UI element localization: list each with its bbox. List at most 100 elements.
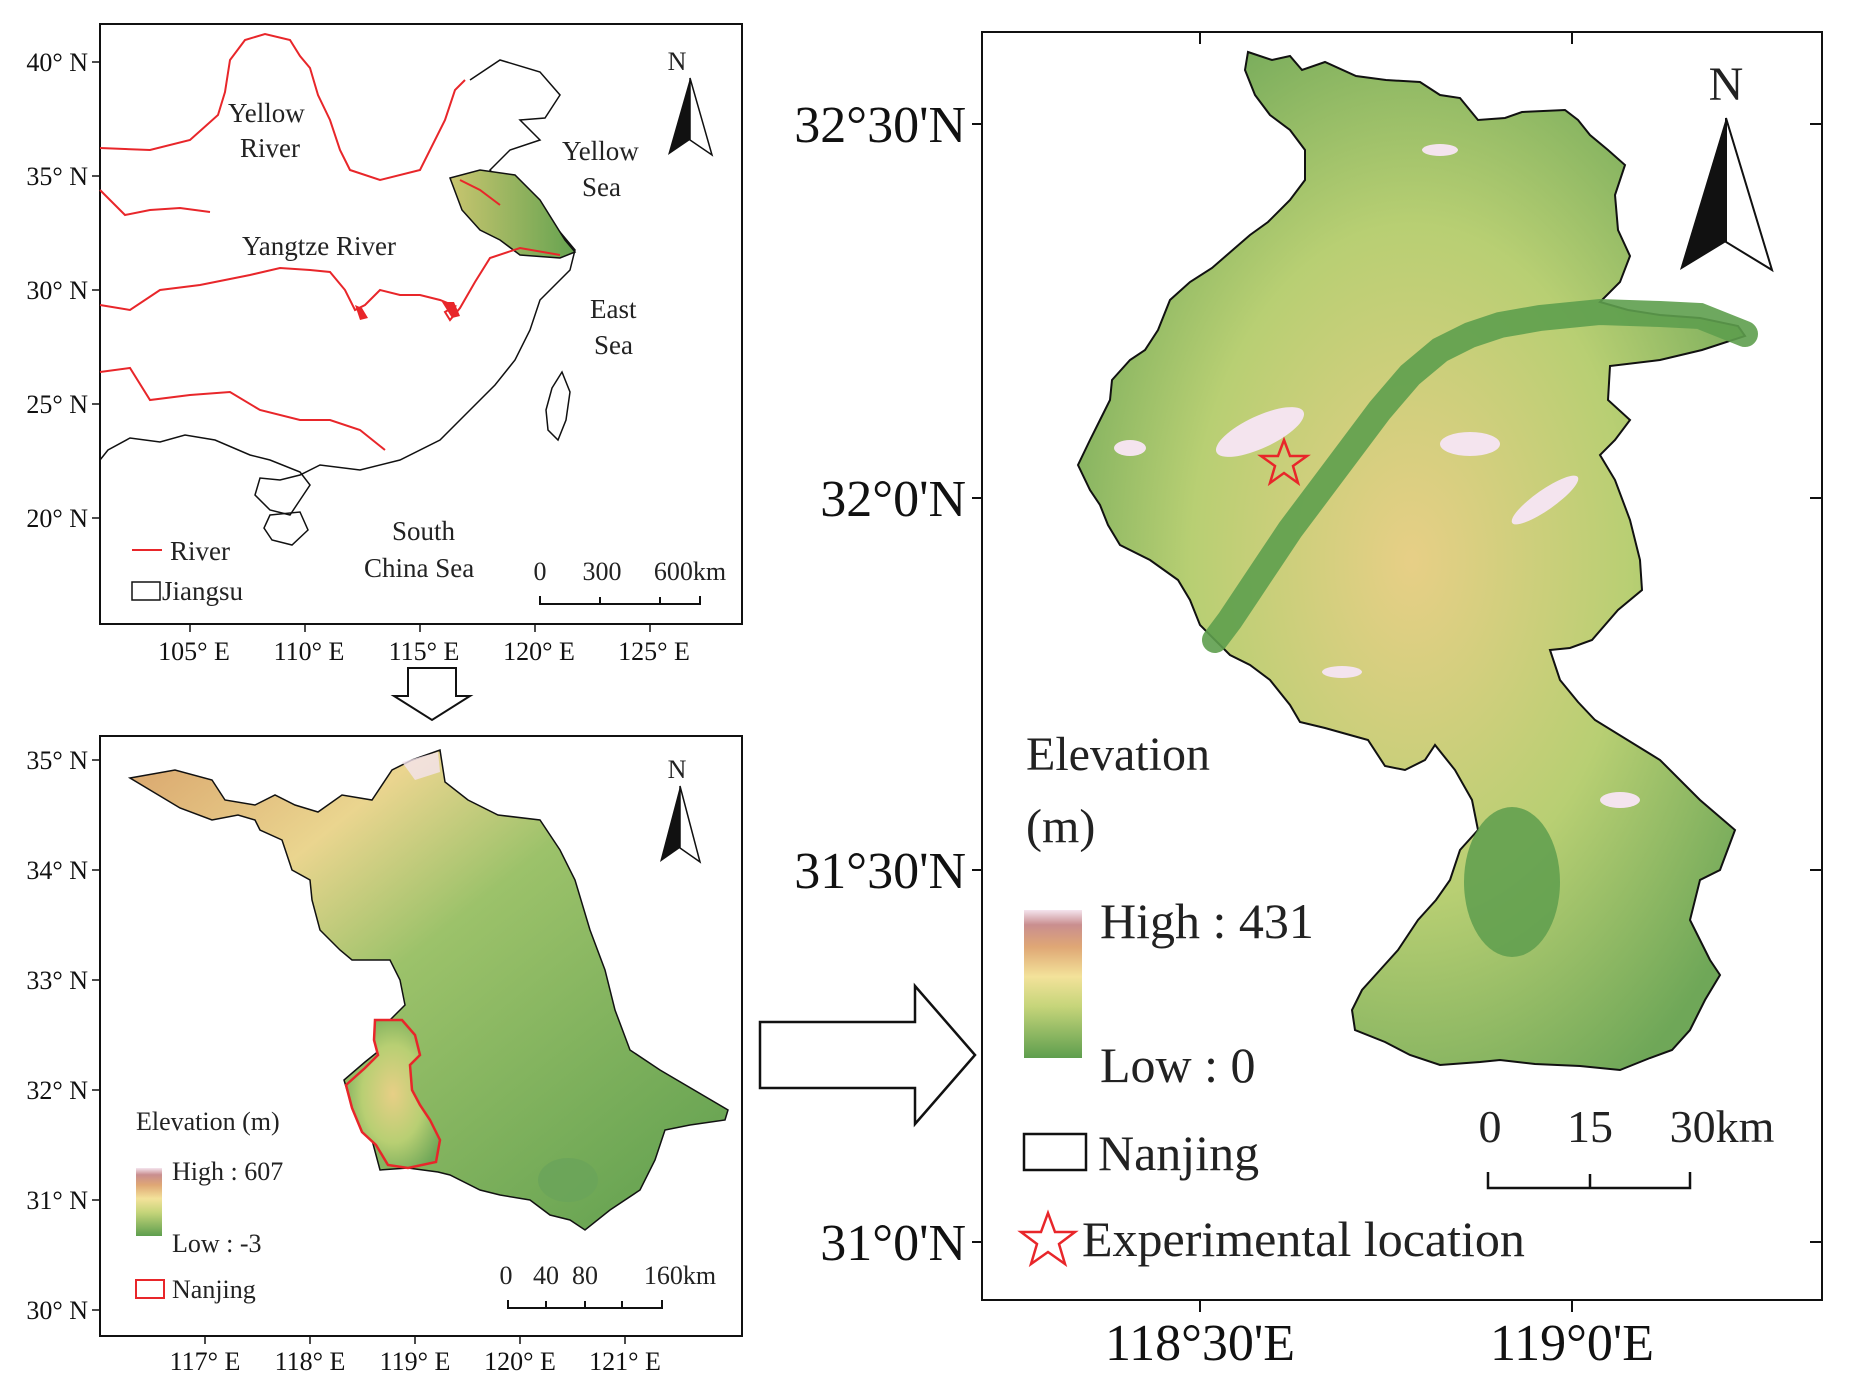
panel-a-label-south-china-sea-2: China Sea <box>364 553 474 583</box>
panel-c-highland-patch <box>1440 432 1500 456</box>
panel-a-label-south-china-sea-1: South <box>392 516 456 546</box>
experimental-location-star-icon <box>1257 436 1311 487</box>
panel-a-lon-tick: 125° E <box>618 637 690 666</box>
panel-b-lat-tick: 30° N <box>26 1296 88 1325</box>
panel-a-lon-tick: 105° E <box>158 637 230 666</box>
panel-c-lat-tick: 31°30'N <box>794 843 966 900</box>
panel-b-highland-patch <box>402 752 440 780</box>
panel-a-river-tangle-1 <box>355 305 368 320</box>
panel-a-lat-tick: 35° N <box>26 162 88 191</box>
panel-a-legend-jiangsu-label: Jiangsu <box>162 576 244 606</box>
panel-c-legend-colorbar <box>1024 910 1082 1058</box>
panel-a-lat-tick: 40° N <box>26 48 88 77</box>
svg-text:N: N <box>668 47 687 76</box>
panel-b-legend-low: Low : -3 <box>172 1229 262 1258</box>
panel-b-lon-tick: 118° E <box>275 1347 346 1376</box>
panel-a-lat-tick: 30° N <box>26 276 88 305</box>
panel-a-lon-tick: 115° E <box>389 637 460 666</box>
panel-b-lat-tick: 33° N <box>26 966 88 995</box>
panel-b-lat-tick: 34° N <box>26 856 88 885</box>
panel-a-yellow-river <box>99 32 501 206</box>
panel-a-label-east-sea-2: Sea <box>594 330 633 360</box>
panel-c-lat-tick: 32°30'N <box>794 97 966 154</box>
panel-a-river-tangle-2 <box>442 302 460 318</box>
panel-b-lon-tick: 120° E <box>484 1347 556 1376</box>
panel-c-legend-nanjing-swatch <box>1022 1132 1088 1172</box>
panel-b-scale-bar: 0 40 80 160km <box>500 1261 716 1309</box>
panel-c-legend-title-1: Elevation <box>1026 728 1210 781</box>
panel-c-lat-tick: 31°0'N <box>820 1215 966 1272</box>
svg-text:160km: 160km <box>644 1261 716 1290</box>
svg-text:15: 15 <box>1567 1101 1613 1152</box>
svg-text:0: 0 <box>534 557 547 586</box>
panel-b-lake <box>538 1158 598 1202</box>
down-arrow-icon <box>390 667 474 722</box>
panel-a-label-yellow-river-2: River <box>240 133 300 163</box>
svg-text:30km: 30km <box>1670 1101 1775 1152</box>
panel-a-coastline <box>99 59 576 516</box>
panel-a-lat-tick: 20° N <box>26 504 88 533</box>
panel-c-lon-axis: 118°30'E 119°0'E <box>1105 32 1654 1372</box>
panel-c-nanjing-map: N Elevation (m) High : 431 Low : 0 Nanji… <box>794 31 1823 1372</box>
panel-a-lon-tick: 120° E <box>503 637 575 666</box>
panel-c-scale-bar: 0 15 30km <box>1479 1101 1775 1190</box>
panel-c-legend-star-icon <box>1017 1209 1079 1268</box>
panel-b-north-arrow-icon: N <box>660 755 702 864</box>
panel-b-lat-tick: 35° N <box>26 746 88 775</box>
panel-c-yangtze-channel <box>1202 298 1758 653</box>
panel-a-legend-river-label: River <box>170 536 230 566</box>
svg-text:300: 300 <box>583 557 622 586</box>
panel-b-lat-tick: 31° N <box>26 1186 88 1215</box>
panel-a-north-arrow-icon: N <box>668 47 714 157</box>
panel-c-legend-experimental-label: Experimental location <box>1082 1211 1525 1267</box>
panel-c-lat-tick: 32°0'N <box>820 471 966 528</box>
svg-text:0: 0 <box>500 1261 513 1290</box>
panel-c-lon-tick: 119°0'E <box>1490 1315 1654 1372</box>
panel-b-lon-tick: 121° E <box>589 1347 661 1376</box>
panel-b-legend-title: Elevation (m) <box>136 1107 280 1136</box>
svg-text:40: 40 <box>533 1261 559 1290</box>
svg-text:600km: 600km <box>654 557 726 586</box>
panel-b-lat-tick: 32° N <box>26 1076 88 1105</box>
panel-a-china-map: Yellow River Yellow Sea Yangtze River Ea… <box>26 23 743 666</box>
panel-a-label-yellow-sea-2: Sea <box>582 172 621 202</box>
panel-b-lon-tick: 117° E <box>170 1347 241 1376</box>
panel-a-label-yellow-river-1: Yellow <box>228 98 305 128</box>
panel-a-pearl-river <box>99 366 386 451</box>
panel-c-legend-low: Low : 0 <box>1100 1037 1256 1093</box>
panel-a-lat-axis: 40° N 35° N 30° N 25° N 20° N <box>26 48 100 533</box>
panel-c-north-arrow-icon: N <box>1680 58 1774 273</box>
panel-a-scale-bar: 0 300 600km <box>534 557 726 605</box>
svg-text:N: N <box>668 755 687 784</box>
panel-c-lat-axis: 32°30'N 32°0'N 31°30'N 31°0'N <box>794 97 1822 1272</box>
panel-b-legend-high: High : 607 <box>172 1157 283 1186</box>
panel-b-lat-axis: 35° N 34° N 33° N 32° N 31° N 30° N <box>26 746 100 1325</box>
panel-c-legend-nanjing-label: Nanjing <box>1098 1125 1259 1181</box>
panel-c-highland-patch <box>1114 440 1146 456</box>
panel-c-highland-patch <box>1422 144 1458 156</box>
panel-a-label-yangtze: Yangtze River <box>242 231 396 261</box>
panel-b-nanjing-outline <box>344 1018 442 1170</box>
panel-a-hainan <box>263 511 309 546</box>
panel-a-label-yellow-sea-1: Yellow <box>562 136 639 166</box>
panel-c-legend-title-2: (m) <box>1026 800 1095 853</box>
panel-c-lowland <box>1464 807 1560 957</box>
svg-text:80: 80 <box>572 1261 598 1290</box>
panel-b-lon-tick: 119° E <box>380 1347 451 1376</box>
panel-b-lon-axis: 117° E 118° E 119° E 120° E 121° E <box>170 1336 661 1376</box>
panel-c-highland-patch <box>1511 475 1579 525</box>
panel-b-jiangsu-map: N Elevation (m) High : 607 Low : -3 Nanj… <box>26 735 743 1376</box>
panel-a-lon-axis: 105° E 110° E 115° E 120° E 125° E <box>158 624 690 666</box>
panel-a-taiwan <box>545 370 571 442</box>
svg-text:0: 0 <box>1479 1101 1502 1152</box>
svg-text:N: N <box>1709 58 1744 111</box>
panel-a-lon-tick: 110° E <box>274 637 345 666</box>
right-arrow-icon <box>758 982 977 1128</box>
panel-b-legend-nanjing-swatch <box>135 1279 165 1299</box>
panel-c-legend-high: High : 431 <box>1100 893 1314 949</box>
panel-a-lat-tick: 25° N <box>26 390 88 419</box>
panel-a-western-river <box>99 189 211 217</box>
panel-b-legend-colorbar <box>136 1168 162 1236</box>
panel-c-highland-patch <box>1215 407 1305 457</box>
